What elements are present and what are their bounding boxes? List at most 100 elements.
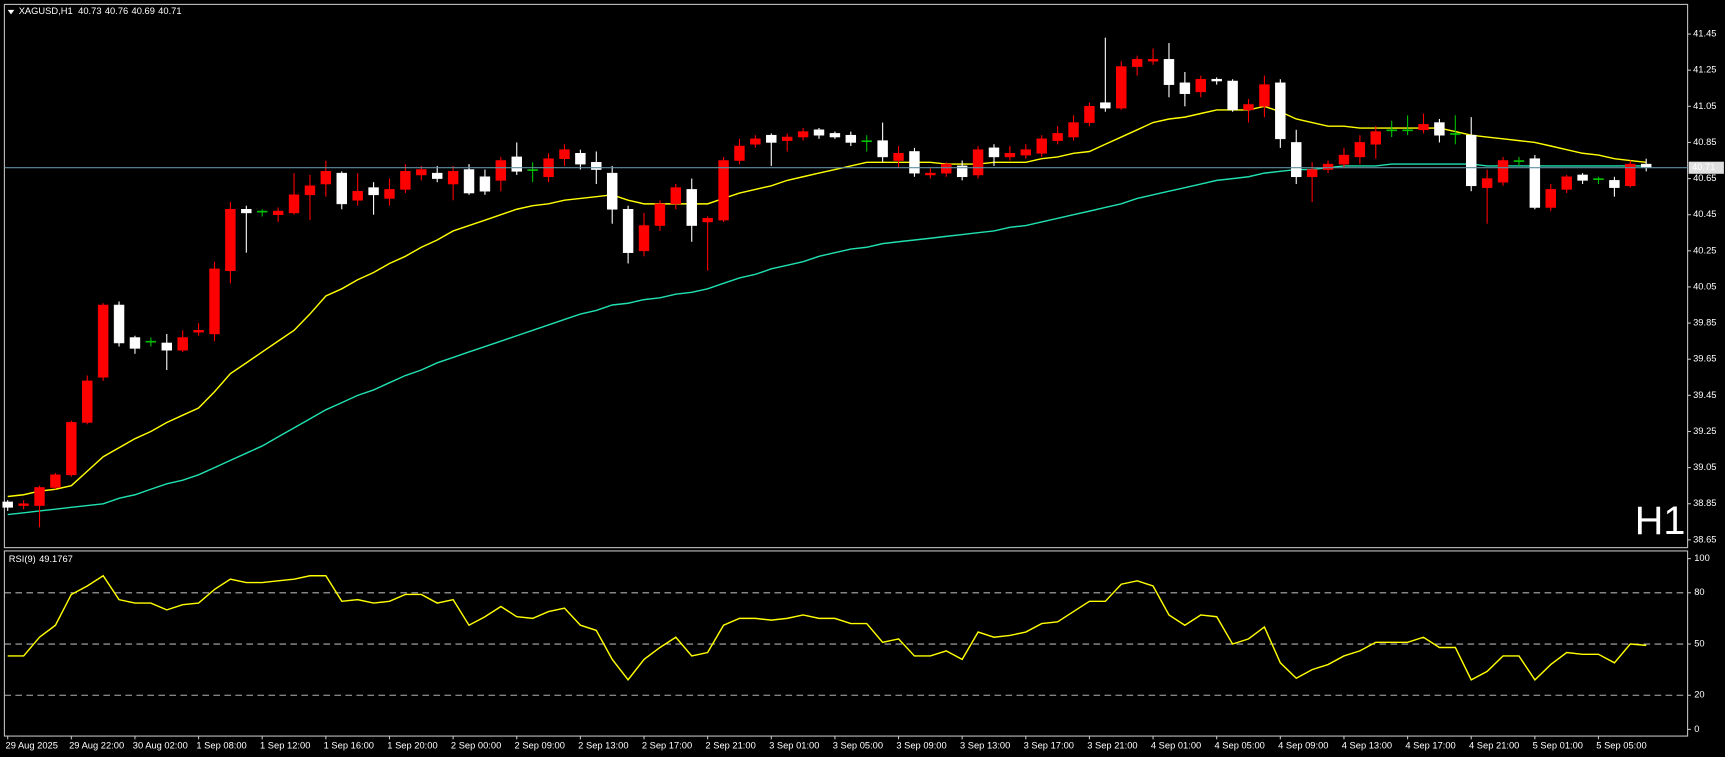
candle-body bbox=[288, 194, 300, 214]
candle-body bbox=[909, 151, 920, 174]
candle-body bbox=[1211, 78, 1222, 82]
candle-body bbox=[877, 140, 888, 158]
x-tick-label: 4 Sep 13:00 bbox=[1342, 740, 1392, 750]
candle-body bbox=[638, 225, 650, 252]
candle-body bbox=[1545, 189, 1556, 208]
y-tick-label: 39.05 bbox=[1693, 462, 1716, 472]
x-tick-label: 3 Sep 01:00 bbox=[769, 740, 819, 750]
candle-body bbox=[1418, 124, 1429, 131]
candle-body bbox=[988, 147, 1000, 158]
x-tick-label: 1 Sep 16:00 bbox=[324, 740, 374, 750]
y-tick-label: 40.25 bbox=[1693, 245, 1716, 255]
y-tick-label: 41.05 bbox=[1693, 101, 1716, 111]
candle-body bbox=[1291, 142, 1302, 178]
x-tick-label: 29 Aug 2025 bbox=[6, 740, 58, 750]
candle-body bbox=[1179, 82, 1191, 94]
candle-body bbox=[384, 189, 395, 199]
candle-body bbox=[1100, 102, 1111, 109]
x-tick-label: 4 Sep 05:00 bbox=[1214, 740, 1264, 750]
menu-triangle bbox=[7, 9, 15, 15]
x-tick-label: 1 Sep 20:00 bbox=[387, 740, 437, 750]
low-value: 40.69 bbox=[132, 7, 155, 17]
candle-body bbox=[241, 209, 252, 214]
y-tick-label: 80 bbox=[1694, 587, 1704, 597]
candle-body bbox=[1084, 106, 1095, 123]
x-tick-label: 5 Sep 01:00 bbox=[1533, 740, 1583, 750]
candle-body bbox=[1465, 134, 1477, 187]
candle-body bbox=[718, 160, 729, 221]
candle-body bbox=[1131, 59, 1143, 67]
candle-body bbox=[1163, 59, 1175, 85]
candle-body bbox=[1227, 80, 1238, 111]
candle-body bbox=[352, 190, 363, 201]
x-tick-label: 4 Sep 09:00 bbox=[1278, 740, 1328, 750]
timeframe-label: H1 bbox=[1635, 499, 1686, 543]
candle-body bbox=[431, 172, 443, 179]
candle-body bbox=[797, 131, 809, 138]
rsi-header: RSI(9) 49.1767 bbox=[9, 554, 73, 564]
candle-body bbox=[1243, 104, 1254, 111]
open-value: 40.73 bbox=[78, 7, 101, 17]
candle-body bbox=[66, 422, 77, 476]
candle-body bbox=[622, 209, 634, 253]
candle-body bbox=[1259, 84, 1270, 107]
candle-body bbox=[272, 210, 284, 215]
x-tick-label: 29 Aug 22:00 bbox=[69, 740, 124, 750]
x-tick-label: 1 Sep 12:00 bbox=[260, 740, 310, 750]
candle-body bbox=[1338, 154, 1350, 165]
candle-body bbox=[511, 156, 522, 172]
candle-body bbox=[972, 149, 984, 176]
candle-body bbox=[1004, 153, 1016, 158]
y-tick-label: 20 bbox=[1694, 690, 1704, 700]
x-tick-label: 2 Sep 09:00 bbox=[515, 740, 565, 750]
candle-body bbox=[177, 337, 188, 351]
candle-body bbox=[1322, 163, 1334, 170]
candle-body bbox=[861, 140, 872, 143]
symbol: XAGUSD,H1 bbox=[19, 7, 73, 17]
candle-body bbox=[559, 149, 570, 159]
x-tick-label: 4 Sep 17:00 bbox=[1405, 740, 1455, 750]
x-tick-label: 1 Sep 08:00 bbox=[196, 740, 246, 750]
y-tick-label: 39.45 bbox=[1693, 390, 1716, 400]
candle-body bbox=[1481, 178, 1493, 188]
x-tick-label: 3 Sep 13:00 bbox=[960, 740, 1010, 750]
price-label: 40.71 bbox=[1692, 162, 1715, 172]
x-tick-label: 4 Sep 21:00 bbox=[1469, 740, 1519, 750]
x-tick-label: 3 Sep 17:00 bbox=[1024, 740, 1074, 750]
candle-body bbox=[50, 474, 61, 488]
candle-body bbox=[416, 169, 427, 176]
candle-body bbox=[463, 169, 475, 194]
candle-body bbox=[686, 189, 697, 226]
candle-body bbox=[97, 304, 109, 378]
candle-body bbox=[225, 209, 236, 271]
x-tick-label: 30 Aug 02:00 bbox=[133, 740, 188, 750]
candle-body bbox=[1354, 142, 1366, 158]
candle-body bbox=[2, 501, 13, 508]
y-tick-label: 40.85 bbox=[1693, 137, 1716, 147]
candle-body bbox=[1577, 174, 1588, 181]
candle-body bbox=[766, 134, 777, 143]
candle-body bbox=[1147, 59, 1159, 62]
candle-body bbox=[1529, 158, 1541, 208]
x-tick-label: 5 Sep 05:00 bbox=[1596, 740, 1646, 750]
x-tick-label: 3 Sep 21:00 bbox=[1087, 740, 1137, 750]
candle-body bbox=[257, 210, 268, 213]
candle-body bbox=[1497, 160, 1509, 183]
candle-body bbox=[845, 134, 857, 143]
candle-body bbox=[1068, 122, 1079, 138]
candle-body bbox=[1450, 133, 1461, 135]
x-tick-label: 3 Sep 09:00 bbox=[896, 740, 946, 750]
candle-body bbox=[495, 160, 507, 181]
candle-body bbox=[1625, 163, 1636, 187]
candle-body bbox=[1052, 133, 1063, 141]
candle-body bbox=[18, 503, 29, 506]
candle-body bbox=[193, 330, 204, 333]
y-tick-label: 41.25 bbox=[1693, 65, 1716, 75]
candle-body bbox=[129, 337, 141, 349]
candle-body bbox=[479, 176, 491, 192]
candle-body bbox=[813, 129, 825, 136]
candle-body bbox=[956, 165, 968, 178]
y-tick-label: 40.05 bbox=[1693, 281, 1716, 291]
